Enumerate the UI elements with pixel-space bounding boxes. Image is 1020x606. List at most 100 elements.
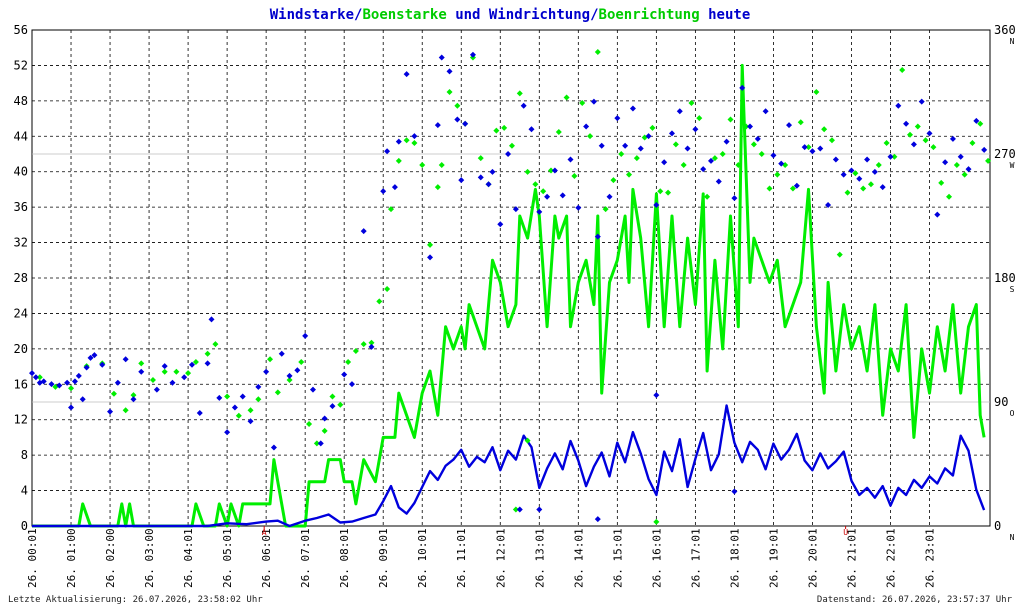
direction-point	[286, 376, 293, 383]
series-wind	[32, 404, 986, 528]
x-tick-label: 26. 02:00	[104, 528, 117, 588]
direction-point	[48, 381, 55, 388]
direction-point	[551, 167, 558, 174]
direction-point	[547, 167, 554, 174]
y-left-tick-label: 28	[14, 271, 28, 285]
x-tick-label: 26. 17:01	[689, 528, 702, 588]
series-gustdir	[36, 49, 992, 525]
series-dir	[29, 51, 988, 523]
direction-point	[477, 174, 484, 181]
direction-point	[903, 120, 910, 127]
direction-point	[114, 379, 121, 386]
direction-point	[571, 173, 578, 180]
direction-point	[208, 316, 215, 323]
direction-letter: N	[1010, 533, 1015, 542]
direction-point	[469, 51, 476, 58]
x-tick-label: 26. 10:01	[416, 528, 429, 588]
direction-point	[747, 123, 754, 130]
direction-point	[345, 359, 352, 366]
direction-point	[329, 393, 336, 400]
direction-point	[489, 168, 496, 175]
direction-point	[653, 518, 660, 525]
direction-point	[649, 124, 656, 131]
direction-point	[587, 133, 594, 140]
direction-point	[99, 361, 106, 368]
y-left-tick-label: 12	[14, 413, 28, 427]
direction-point	[454, 116, 461, 123]
direction-point	[743, 123, 750, 130]
direction-point	[384, 286, 391, 293]
direction-point	[411, 139, 418, 146]
direction-point	[758, 151, 765, 157]
direction-point	[653, 201, 660, 208]
direction-point	[224, 393, 231, 400]
direction-point	[856, 175, 863, 182]
direction-point	[360, 341, 367, 348]
direction-point	[918, 98, 925, 105]
direction-point	[302, 332, 309, 339]
direction-point	[692, 126, 699, 133]
direction-point	[938, 179, 945, 186]
direction-point	[594, 49, 601, 56]
direction-point	[247, 407, 254, 414]
direction-point	[161, 368, 168, 375]
direction-point	[555, 128, 562, 135]
direction-point	[122, 356, 129, 363]
direction-point	[633, 155, 640, 162]
x-tick-label: 26. 06:01	[260, 528, 273, 588]
direction-point	[192, 359, 199, 366]
direction-point	[848, 167, 855, 174]
title-part-5: /	[590, 7, 598, 23]
direction-point	[704, 193, 711, 200]
title-part-3: und	[447, 7, 489, 23]
direction-point	[778, 160, 785, 167]
direction-point	[598, 142, 605, 149]
direction-point	[895, 102, 902, 109]
direction-point	[395, 157, 402, 164]
direction-point	[149, 376, 156, 383]
direction-point	[536, 208, 543, 215]
x-tick-label: 26. 20:01	[806, 528, 819, 588]
direction-point	[512, 206, 519, 213]
direction-point	[520, 102, 527, 109]
direction-point	[391, 184, 398, 191]
direction-point	[727, 116, 734, 123]
direction-point	[899, 66, 906, 73]
direction-point	[957, 153, 964, 160]
direction-point	[711, 155, 718, 162]
title-part-6: Boenrichtung	[599, 7, 700, 23]
direction-point	[493, 127, 500, 134]
series-layer	[29, 49, 992, 528]
direction-point	[786, 122, 793, 129]
direction-point	[942, 159, 949, 166]
direction-point	[267, 356, 274, 363]
title-part-2: Boenstarke	[362, 7, 446, 23]
x-tick-label: 26. 09:01	[377, 528, 390, 588]
direction-point	[789, 185, 796, 192]
direction-point	[883, 139, 890, 146]
x-tick-label: 26. 18:01	[728, 528, 741, 588]
x-tick-label: 26. 21:01	[845, 528, 858, 588]
direction-point	[403, 137, 410, 144]
direction-point	[801, 144, 808, 151]
direction-point	[231, 404, 238, 411]
series-line-wind	[32, 404, 986, 528]
direction-point	[953, 162, 960, 169]
direction-point	[138, 360, 145, 367]
x-tick-label: 26. 07:01	[299, 528, 312, 588]
footer-data-timestamp: Datenstand: 26.07.2026, 23:57:37 Uhr	[816, 595, 1012, 605]
direction-point	[864, 156, 871, 163]
x-tick-label: 26. 11:01	[455, 528, 468, 588]
direction-point	[224, 429, 231, 436]
x-tick-label: 26. 15:01	[611, 528, 624, 588]
direction-point	[887, 153, 894, 160]
direction-point	[153, 386, 160, 393]
direction-point	[676, 108, 683, 115]
direction-point	[661, 159, 668, 166]
direction-point	[56, 382, 63, 389]
direction-point	[981, 146, 988, 153]
direction-point	[657, 188, 664, 195]
direction-point	[298, 359, 305, 366]
direction-point	[629, 105, 636, 112]
direction-point	[875, 162, 882, 169]
